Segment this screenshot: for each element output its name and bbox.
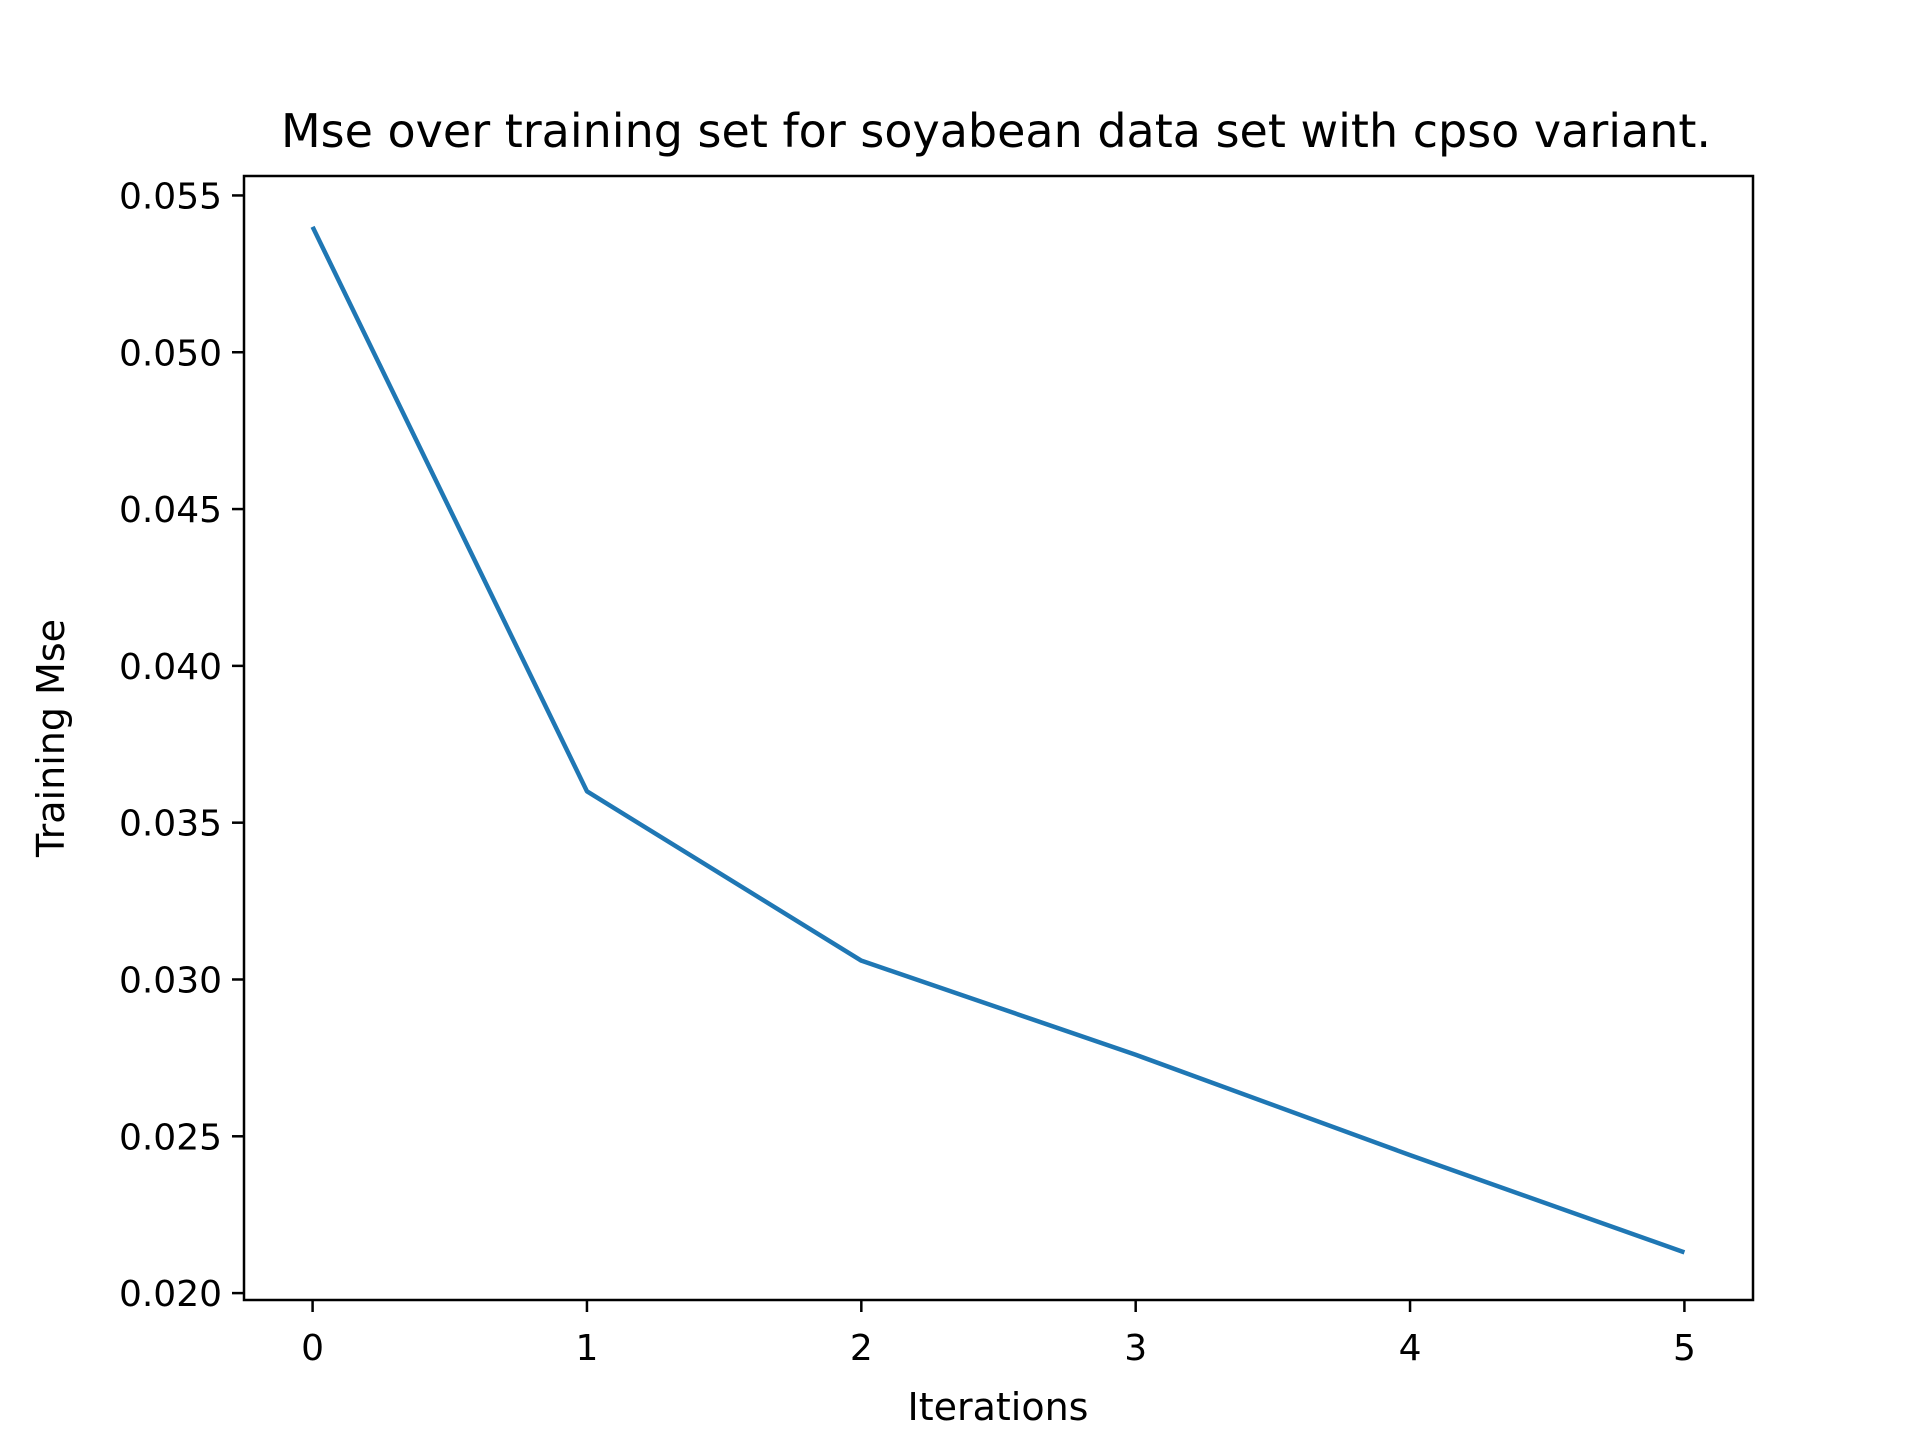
x-axis-label: Iterations — [908, 1385, 1089, 1429]
plot-series — [310, 225, 1686, 1255]
x-tick-marks — [311, 1300, 1686, 1312]
y-tick-label: 0.055 — [119, 176, 222, 217]
y-tick-label: 0.025 — [119, 1117, 222, 1158]
y-axis-label: Training Mse — [29, 619, 73, 858]
x-axis: 0 1 2 3 4 5 — [301, 1300, 1696, 1369]
x-tick-labels: 0 1 2 3 4 5 — [301, 1328, 1696, 1369]
y-axis: 0.020 0.025 0.030 0.035 0.040 0.045 0.050 0.055 — [119, 176, 244, 1315]
y-tick-label: 0.035 — [119, 804, 222, 845]
y-tick-labels: 0.020 0.025 0.030 0.035 0.040 0.045 0.050 0.055 — [119, 176, 222, 1315]
plot-frame — [242, 174, 1755, 1302]
x-tick-label: 3 — [1124, 1328, 1147, 1369]
x-tick-label: 4 — [1399, 1328, 1422, 1369]
y-tick-marks — [232, 194, 244, 1295]
y-tick-label: 0.040 — [119, 647, 222, 688]
y-tick-label: 0.020 — [119, 1274, 222, 1315]
y-tick-label: 0.050 — [119, 333, 222, 374]
x-tick-label: 5 — [1673, 1328, 1696, 1369]
x-tick-label: 0 — [301, 1328, 324, 1369]
series-line — [310, 225, 1686, 1255]
y-tick-label: 0.030 — [119, 960, 222, 1001]
y-tick-label: 0.045 — [119, 490, 222, 531]
x-tick-label: 2 — [850, 1328, 873, 1369]
chart-title: Mse over training set for soyabean data … — [281, 104, 1711, 158]
x-tick-label: 1 — [576, 1328, 599, 1369]
